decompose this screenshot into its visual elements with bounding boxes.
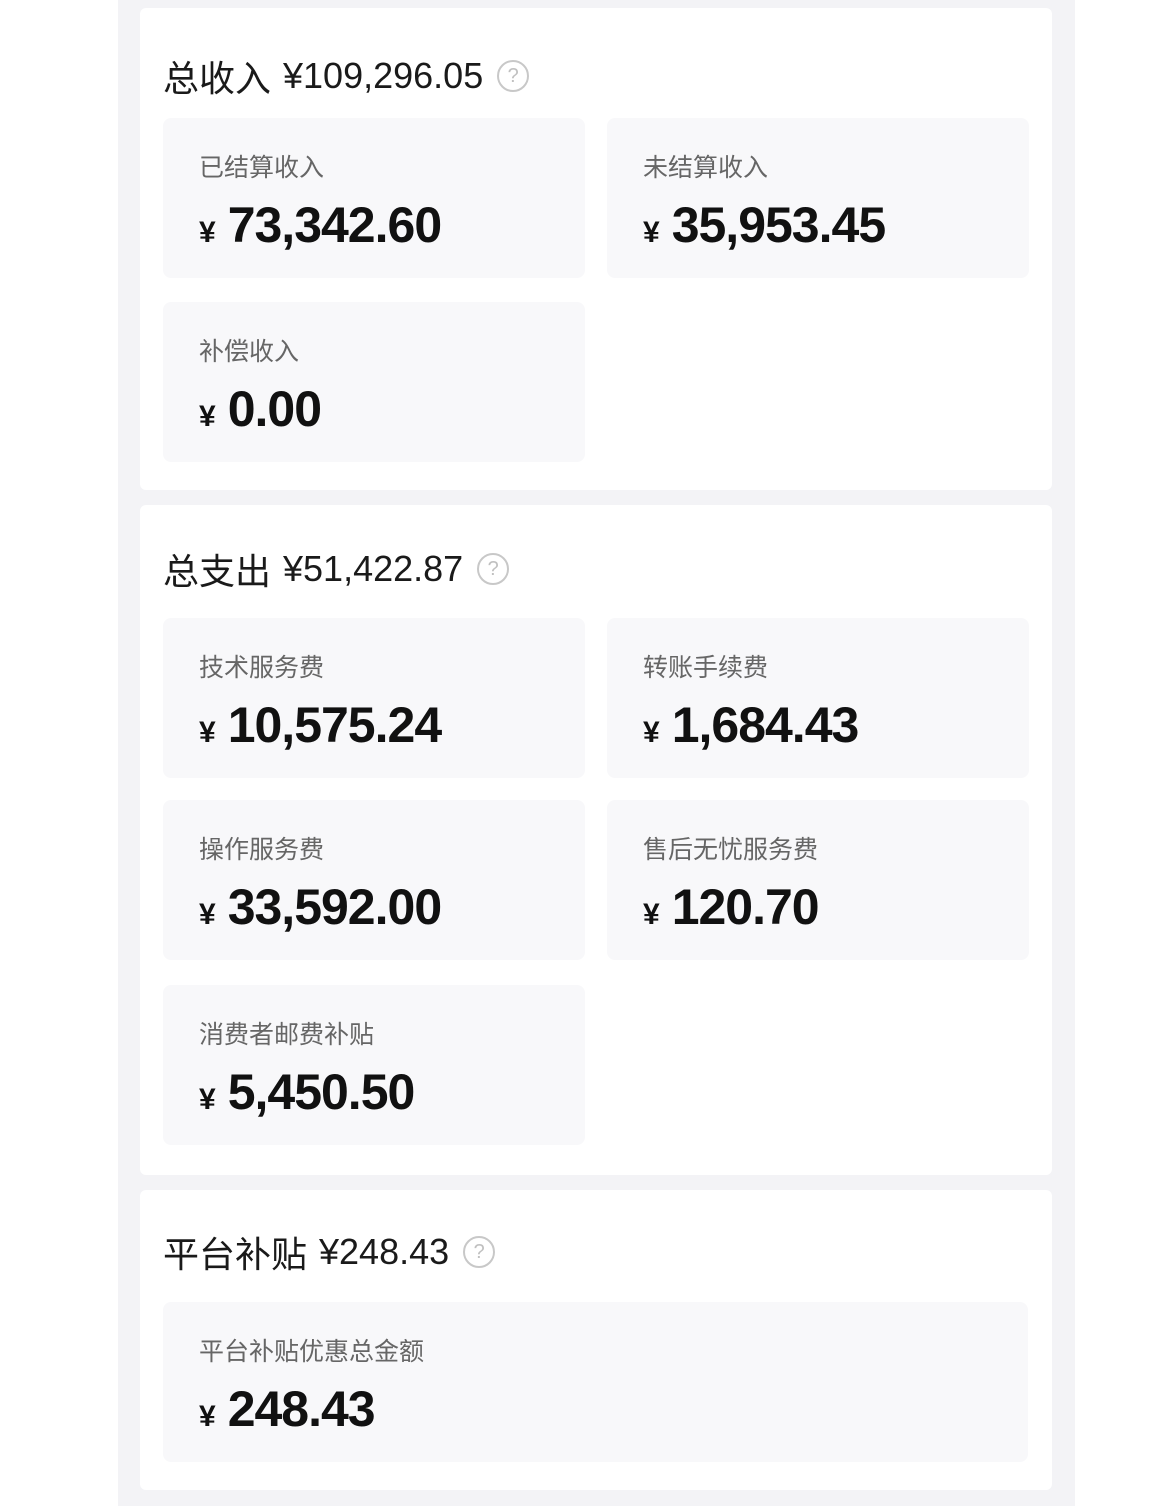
- metric-label: 转账手续费: [643, 653, 769, 682]
- metric-value: ¥120.70: [643, 878, 820, 936]
- help-icon[interactable]: ?: [463, 1236, 496, 1268]
- metric-amount: 73,342.60: [227, 197, 442, 253]
- metric-value: ¥0.00: [199, 380, 322, 438]
- section-title: 总支出 ¥51,422.87 ?: [163, 543, 510, 595]
- metric-label: 平台补贴优惠总金额: [199, 1337, 425, 1366]
- section-total-amount: ¥51,422.87: [283, 548, 464, 589]
- metric-tile: 消费者邮费补贴 ¥5,450.50: [163, 985, 585, 1145]
- expense-card: 总支出 ¥51,422.87 ? 技术服务费 ¥10,575.24 转账手续费 …: [140, 505, 1052, 1175]
- currency-symbol: ¥: [199, 898, 216, 931]
- help-icon[interactable]: ?: [497, 60, 530, 92]
- metric-tile: 已结算收入 ¥73,342.60: [163, 118, 585, 278]
- metric-tile: 操作服务费 ¥33,592.00: [163, 800, 585, 960]
- section-title-label: 平台补贴: [163, 1234, 308, 1275]
- currency-symbol: ¥: [199, 216, 216, 249]
- metric-amount: 5,450.50: [227, 1064, 416, 1120]
- section-title-label: 总收入: [163, 58, 272, 99]
- metric-label: 已结算收入: [199, 153, 325, 182]
- metric-tile: 平台补贴优惠总金额 ¥248.43: [163, 1302, 1028, 1462]
- metric-label: 补偿收入: [199, 337, 300, 366]
- metric-value: ¥1,684.43: [643, 696, 860, 754]
- metric-tile: 售后无忧服务费 ¥120.70: [607, 800, 1029, 960]
- metric-value: ¥73,342.60: [199, 196, 442, 254]
- metric-amount: 248.43: [227, 1381, 376, 1437]
- currency-symbol: ¥: [643, 898, 660, 931]
- metric-label: 操作服务费: [199, 835, 325, 864]
- income-card: 总收入 ¥109,296.05 ? 已结算收入 ¥73,342.60 未结算收入…: [140, 8, 1052, 490]
- section-total-amount: ¥109,296.05: [283, 55, 484, 96]
- currency-symbol: ¥: [199, 716, 216, 749]
- metric-amount: 0.00: [227, 381, 322, 437]
- metric-tile: 未结算收入 ¥35,953.45: [607, 118, 1029, 278]
- currency-symbol: ¥: [643, 716, 660, 749]
- metric-label: 消费者邮费补贴: [199, 1020, 375, 1049]
- section-title-label: 总支出: [163, 551, 272, 592]
- currency-symbol: ¥: [199, 1083, 216, 1116]
- metric-amount: 33,592.00: [227, 879, 442, 935]
- metric-value: ¥33,592.00: [199, 878, 442, 936]
- metric-amount: 35,953.45: [671, 197, 886, 253]
- subsidy-card: 平台补贴 ¥248.43 ? 平台补贴优惠总金额 ¥248.43: [140, 1190, 1052, 1490]
- metric-tile: 技术服务费 ¥10,575.24: [163, 618, 585, 778]
- section-title: 总收入 ¥109,296.05 ?: [163, 50, 530, 102]
- metric-label: 售后无忧服务费: [643, 835, 819, 864]
- section-total-amount: ¥248.43: [319, 1231, 450, 1272]
- currency-symbol: ¥: [199, 1400, 216, 1433]
- metric-amount: 1,684.43: [671, 697, 860, 753]
- currency-symbol: ¥: [643, 216, 660, 249]
- metric-value: ¥35,953.45: [643, 196, 886, 254]
- metric-label: 技术服务费: [199, 653, 325, 682]
- metric-amount: 10,575.24: [227, 697, 442, 753]
- section-title: 平台补贴 ¥248.43 ?: [163, 1226, 496, 1278]
- currency-symbol: ¥: [199, 400, 216, 433]
- metric-value: ¥248.43: [199, 1380, 376, 1438]
- help-icon[interactable]: ?: [477, 553, 510, 585]
- metric-value: ¥10,575.24: [199, 696, 442, 754]
- metric-amount: 120.70: [671, 879, 820, 935]
- metric-label: 未结算收入: [643, 153, 769, 182]
- metric-value: ¥5,450.50: [199, 1063, 416, 1121]
- metric-tile: 转账手续费 ¥1,684.43: [607, 618, 1029, 778]
- metric-tile: 补偿收入 ¥0.00: [163, 302, 585, 462]
